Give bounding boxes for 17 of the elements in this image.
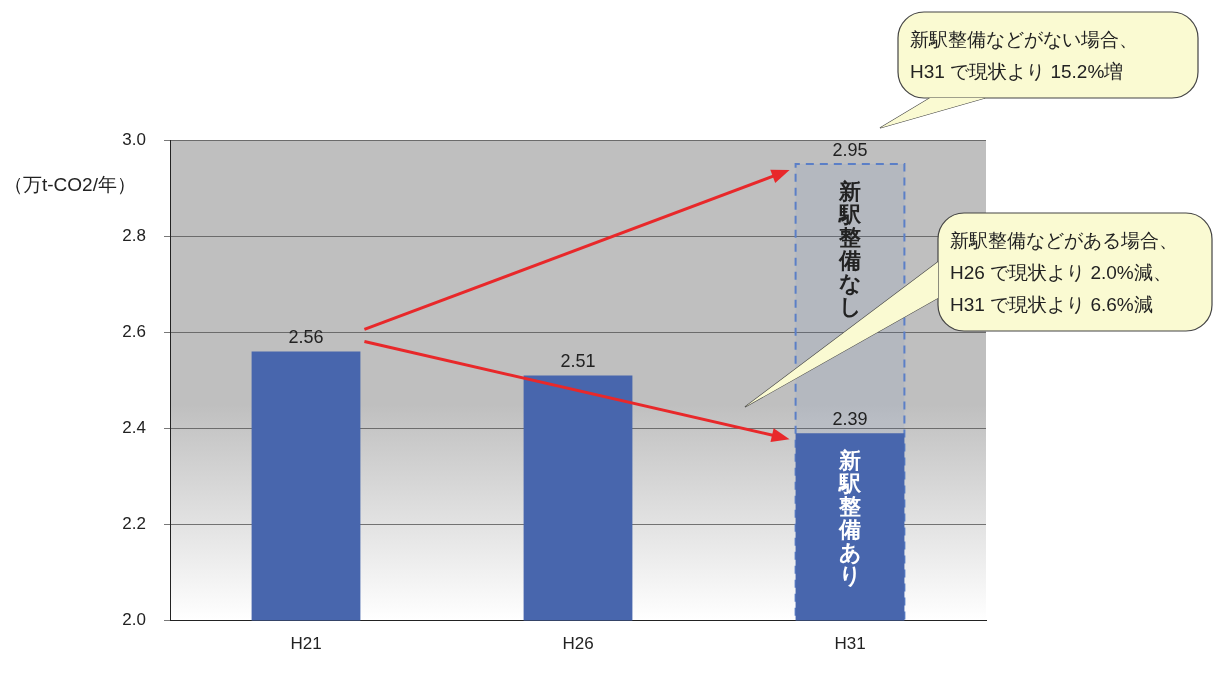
annotation: 新駅整備などがある場合、 H26 で現状より 2.0%減、 H31 で現状より 6.6%減 xyxy=(950,229,1178,317)
y-tick-label: 2.2 xyxy=(122,514,146,534)
series-label: 新駅整備あり xyxy=(838,448,862,589)
y-axis-title: （万t-CO2/年） xyxy=(4,174,136,196)
x-tick-label: H26 xyxy=(562,634,594,654)
data-label: 2.51 xyxy=(560,351,596,372)
y-tick-label: 2.8 xyxy=(122,225,146,245)
x-tick-label: H31 xyxy=(834,634,866,654)
x-tick-label: H21 xyxy=(290,634,322,654)
y-tick-label: 2.0 xyxy=(122,610,146,630)
data-label: 2.39 xyxy=(832,409,868,430)
data-label: 2.56 xyxy=(288,327,324,348)
y-tick-label: 2.6 xyxy=(122,321,146,341)
data-label: 2.95 xyxy=(832,140,868,160)
y-tick-label: 2.4 xyxy=(122,418,146,438)
y-tick-label: 3.0 xyxy=(122,129,146,149)
series-label: 新駅整備なし xyxy=(838,179,862,320)
